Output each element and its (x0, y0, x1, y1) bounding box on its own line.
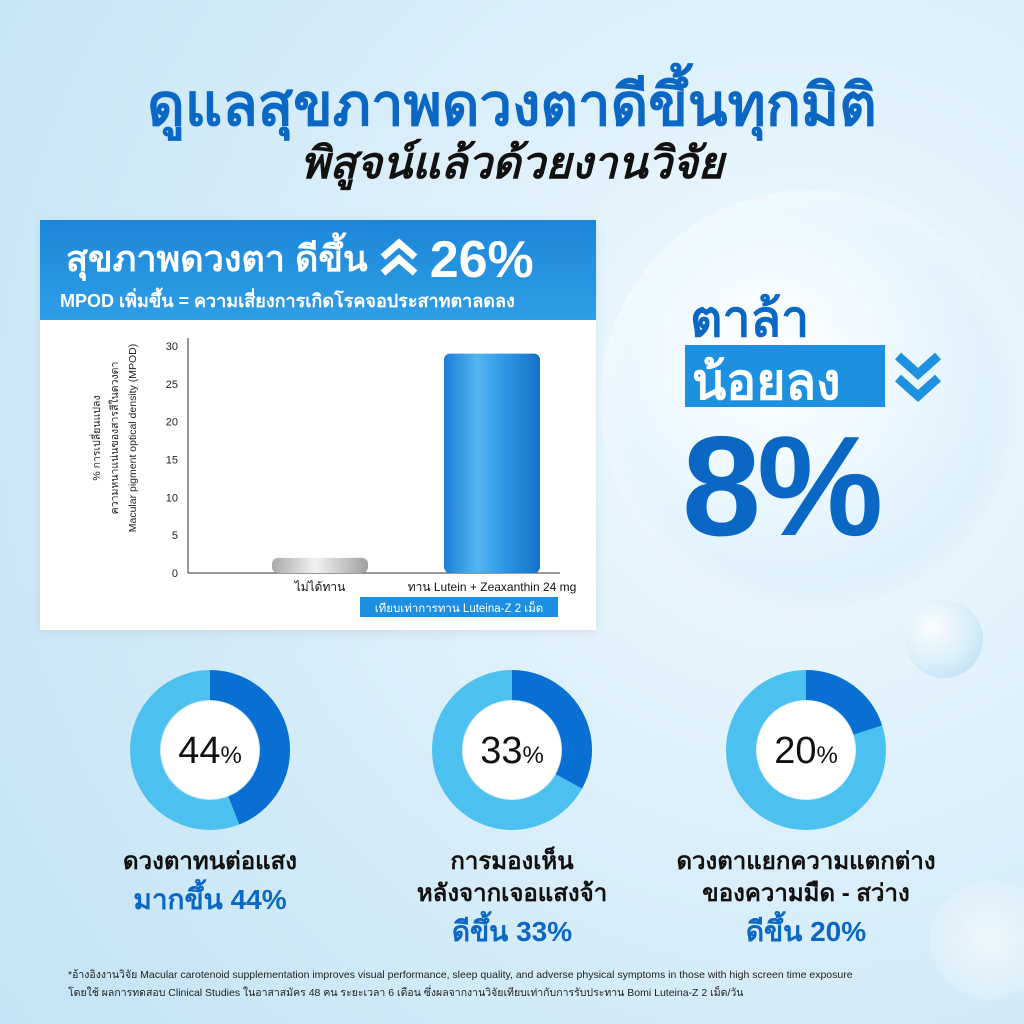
donut-chart-2: 33% (432, 670, 592, 830)
double-chevron-down-icon (894, 352, 942, 403)
y-axis-ticks: 0 5 10 15 20 25 30 (166, 341, 178, 580)
study-card: สุขภาพดวงตา ดีขึ้น 26% MPOD เพิ่มขึ้น = … (40, 220, 596, 630)
page-title: ดูแลสุขภาพดวงตาดีขึ้นทุกมิติ (147, 73, 877, 138)
eye-strain-line2: น้อยลง (692, 354, 841, 410)
x-tick-label: ไม่ได้ทาน (294, 580, 346, 594)
donut-value-segment (726, 670, 886, 830)
study-subline: MPOD เพิ่มขึ้น = ความเสี่ยงการเกิดโรคจอป… (60, 291, 515, 311)
bar-1 (272, 557, 368, 573)
study-card-header: สุขภาพดวงตา ดีขึ้น 26% MPOD เพิ่มขึ้น = … (40, 220, 596, 320)
donut-value-label: 33% (480, 730, 544, 772)
page-subtitle: พิสูจน์แล้วด้วยงานวิจัย (300, 139, 724, 188)
eye-strain-line1: ตาล้า (690, 291, 810, 347)
double-chevron-up-icon (380, 238, 417, 276)
headline-value: 26% (429, 231, 534, 289)
donut-value-label: 44% (178, 730, 242, 772)
mpod-bar-chart: % การเปลี่ยนแปลง ความหนาแน่นของสารสีในดวง… (89, 338, 577, 617)
y-tick-label: 10 (166, 492, 178, 504)
donut-caption-line: การมองเห็น (450, 848, 574, 875)
donut-caption-line: หลังจากเจอแสงจ้า (416, 880, 608, 907)
donut-value-segment (130, 670, 290, 830)
study-headline: สุขภาพดวงตา ดีขึ้น 26% (66, 230, 534, 290)
y-tick-label: 30 (166, 341, 178, 353)
headline-emphasis: ดีขึ้น (295, 238, 368, 279)
x-axis-labels: ไม่ได้ทาน ทาน Lutein + Zeaxanthin 24 mg (294, 580, 577, 594)
background-bubble-small (905, 600, 983, 678)
bar-2 (444, 353, 540, 573)
background-bubble-corner (930, 880, 1024, 1000)
y-tick-label: 15 (166, 455, 178, 467)
donut-caption-line: ดวงตาแยกความแตกต่าง (676, 848, 936, 875)
y-tick-label: 20 (166, 417, 178, 429)
equivalence-badge-bg (360, 597, 558, 617)
donut-caption-highlight: ดีขึ้น 33% (451, 916, 573, 947)
eye-strain-box (685, 345, 885, 407)
y-tick-label: 5 (172, 530, 178, 542)
donut-caption-3: ดวงตาแยกความแตกต่าง ของความมืด - สว่าง ด… (656, 846, 956, 948)
y-axis-label-line: % การเปลี่ยนแปลง (89, 395, 103, 480)
eye-strain-value: 8% (682, 407, 883, 566)
donut-caption-line: ดวงตาทนต่อแสง (123, 848, 297, 875)
donut-caption-2: การมองเห็น หลังจากเจอแสงจ้า ดีขึ้น 33% (362, 846, 662, 948)
footnote: *อ้างอิงงานวิจัย Macular carotenoid supp… (68, 966, 968, 1002)
headline-prefix: สุขภาพดวงตา (66, 238, 286, 279)
donut-caption-1: ดวงตาทนต่อแสง มากขึ้น 44% (60, 846, 360, 916)
equivalence-badge: เทียบเท่าการทาน Luteina-Z 2 เม็ด (375, 600, 544, 615)
donut-center (757, 701, 855, 799)
x-tick-label: ทาน Lutein + Zeaxanthin 24 mg (408, 580, 577, 594)
donut-caption-highlight: ดีขึ้น 20% (745, 916, 867, 947)
y-axis-label-line: ความหนาแน่นของสารสีในดวงตา (108, 362, 121, 515)
y-tick-label: 0 (172, 568, 178, 580)
donut-chart-1: 44% (130, 670, 290, 830)
donut-caption-highlight: มากขึ้น 44% (133, 884, 287, 915)
donut-center (161, 701, 259, 799)
donut-value-segment (432, 670, 592, 830)
y-axis-label: % การเปลี่ยนแปลง ความหนาแน่นของสารสีในดวง… (89, 344, 139, 532)
donut-center (463, 701, 561, 799)
y-axis-label-line: Macular pigment optical density (MPOD) (127, 344, 139, 532)
y-tick-label: 25 (166, 379, 178, 391)
footnote-line-2: โดยใช้ ผลการทดสอบ Clinical Studies ในอาส… (68, 987, 744, 999)
donut-value-label: 20% (774, 730, 838, 772)
footnote-line-1: *อ้างอิงงานวิจัย Macular carotenoid supp… (68, 969, 853, 981)
bars (272, 353, 540, 573)
donut-caption-line: ของความมืด - สว่าง (702, 880, 910, 907)
donut-chart-3: 20% (726, 670, 886, 830)
